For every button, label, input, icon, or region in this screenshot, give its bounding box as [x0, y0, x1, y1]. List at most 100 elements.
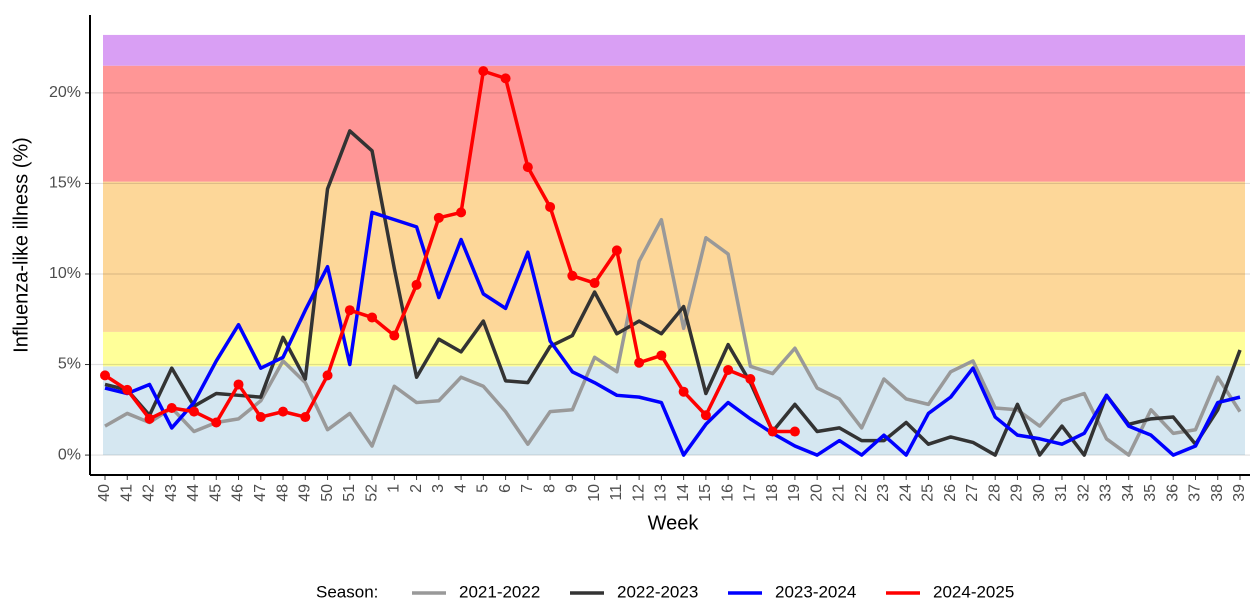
x-tick-label: 26 — [942, 484, 959, 502]
severity-band — [103, 181, 1245, 332]
x-tick-label: 28 — [986, 484, 1003, 502]
point — [611, 245, 622, 256]
x-tick-label: 22 — [853, 484, 870, 502]
x-tick-label: 17 — [742, 484, 759, 502]
point — [166, 402, 177, 413]
x-tick-label: 20 — [808, 484, 825, 502]
x-tick-label: 47 — [252, 484, 269, 502]
point — [478, 66, 489, 77]
x-tick-label: 48 — [274, 484, 291, 502]
legend-title: Season: — [316, 582, 378, 601]
point — [100, 370, 110, 381]
x-tick-label: 5 — [475, 484, 492, 493]
point — [745, 374, 756, 385]
point — [300, 412, 311, 423]
x-tick-label: 7 — [519, 484, 536, 493]
x-tick-label: 38 — [1209, 484, 1226, 502]
point — [389, 330, 400, 341]
x-tick-label: 16 — [719, 484, 736, 502]
x-tick-label: 34 — [1120, 484, 1137, 502]
point — [767, 426, 778, 437]
legend-label: 2021-2022 — [459, 582, 540, 601]
y-tick-label: 5% — [58, 356, 81, 373]
point — [344, 305, 355, 316]
legend-label: 2022-2023 — [617, 582, 698, 601]
y-axis-title: Influenza-like illness (%) — [10, 137, 32, 353]
point — [567, 270, 578, 281]
x-tick-label: 46 — [230, 484, 247, 502]
x-axis-title: Week — [648, 512, 700, 534]
x-tick-label: 51 — [341, 484, 358, 502]
x-tick-label: 6 — [497, 484, 514, 493]
x-tick-label: 52 — [363, 484, 380, 502]
x-tick-label: 36 — [1164, 484, 1181, 502]
severity-band — [103, 34, 1245, 66]
legend-label: 2024-2025 — [933, 582, 1014, 601]
point — [456, 207, 467, 218]
x-tick-label: 42 — [141, 484, 158, 502]
x-tick-label: 10 — [586, 484, 603, 502]
point — [656, 350, 667, 361]
series-line — [104, 210, 1241, 457]
x-tick-label: 32 — [1075, 484, 1092, 502]
x-tick-label: 21 — [831, 484, 848, 502]
point — [255, 412, 266, 423]
x-tick-label: 25 — [920, 484, 937, 502]
series-line — [104, 69, 795, 434]
x-tick-label: 9 — [564, 484, 581, 493]
point — [367, 312, 378, 323]
point — [589, 278, 600, 289]
x-tick-label: 13 — [653, 484, 670, 502]
point — [500, 73, 511, 84]
x-tick-label: 2 — [408, 484, 425, 493]
point — [211, 417, 222, 428]
x-tick-label: 29 — [1009, 484, 1026, 502]
series-line — [104, 217, 1242, 457]
x-tick-label: 44 — [185, 484, 202, 502]
x-tick-label: 30 — [1031, 484, 1048, 502]
x-tick-label: 33 — [1098, 484, 1115, 502]
x-tick-label: 40 — [96, 484, 113, 502]
point — [322, 370, 333, 381]
x-tick-label: 50 — [319, 484, 336, 502]
point — [122, 384, 133, 395]
severity-band — [103, 65, 1245, 182]
x-tick-label: 12 — [630, 484, 647, 502]
y-tick-label: 15% — [49, 175, 81, 192]
y-tick-label: 10% — [49, 265, 81, 282]
y-tick-label: 20% — [49, 84, 81, 101]
x-tick-label: 39 — [1231, 484, 1248, 502]
point — [411, 279, 422, 290]
x-tick-label: 43 — [163, 484, 180, 502]
x-tick-label: 23 — [875, 484, 892, 502]
x-tick-label: 27 — [964, 484, 981, 502]
point — [233, 379, 244, 390]
x-tick-label: 35 — [1142, 484, 1159, 502]
x-tick-label: 31 — [1053, 484, 1070, 502]
x-tick-label: 41 — [118, 484, 135, 502]
point — [522, 162, 533, 173]
point — [189, 406, 200, 417]
x-tick-label: 45 — [207, 484, 224, 502]
x-tick-label: 24 — [897, 484, 914, 502]
point — [789, 426, 800, 437]
x-tick-label: 1 — [386, 484, 403, 493]
x-tick-label: 11 — [608, 484, 625, 501]
x-tick-label: 37 — [1187, 484, 1204, 502]
point — [678, 386, 689, 397]
point — [723, 364, 734, 375]
x-tick-label: 4 — [452, 484, 469, 493]
x-tick-label: 19 — [786, 484, 803, 502]
point — [144, 413, 155, 424]
x-tick-label: 49 — [297, 484, 314, 502]
x-tick-label: 8 — [541, 484, 558, 493]
x-tick-label: 18 — [764, 484, 781, 502]
x-tick-label: 14 — [675, 484, 692, 502]
point — [545, 201, 556, 212]
x-tick-label: 15 — [697, 484, 714, 502]
legend-label: 2023-2024 — [775, 582, 856, 601]
point — [634, 357, 645, 368]
point — [700, 410, 711, 421]
point — [278, 406, 289, 417]
